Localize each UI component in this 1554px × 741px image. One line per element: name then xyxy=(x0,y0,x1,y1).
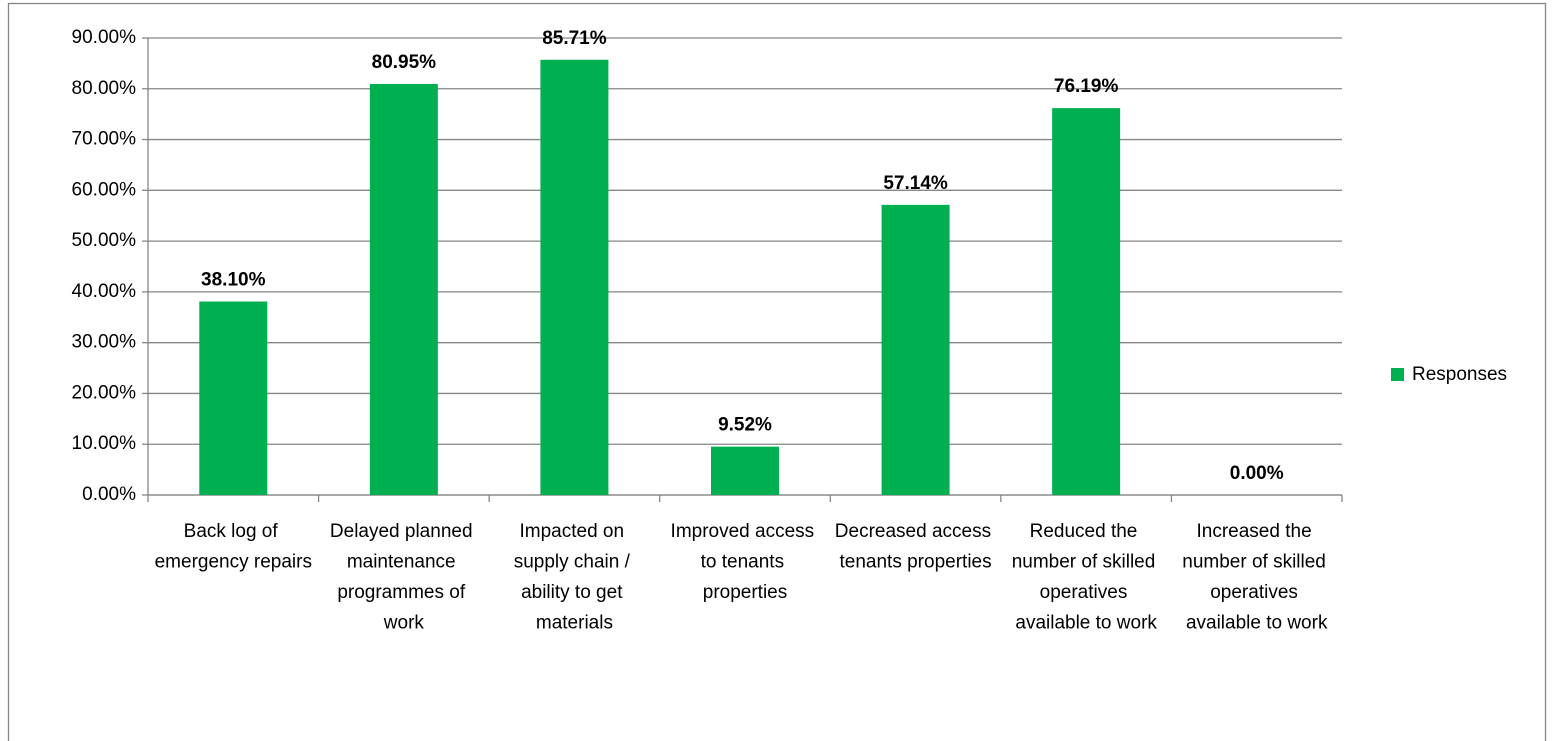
y-tick-label: 50.00% xyxy=(72,230,137,251)
x-tick-label: Increased the number of skilled operativ… xyxy=(1182,521,1331,634)
x-tick-label: Reduced the number of skilled operatives… xyxy=(1012,521,1161,634)
bar xyxy=(711,446,779,495)
x-tick-label: Decreased access tenants properties xyxy=(835,521,997,573)
y-tick-label: 60.00% xyxy=(72,179,137,200)
y-tick-label: 30.00% xyxy=(72,332,137,353)
value-label: 57.14% xyxy=(883,173,948,194)
value-label: 0.00% xyxy=(1230,463,1284,484)
bar xyxy=(540,59,609,496)
value-label: 9.52% xyxy=(718,415,772,436)
value-label: 76.19% xyxy=(1054,76,1119,97)
bar xyxy=(1052,108,1121,495)
legend-label: Responses xyxy=(1412,364,1507,385)
bar xyxy=(369,83,438,495)
y-tick-label: 0.00% xyxy=(82,484,136,505)
x-tick-label: Delayed planned maintenance programmes o… xyxy=(330,521,478,634)
y-tick-label: 80.00% xyxy=(72,78,137,99)
y-tick-label: 20.00% xyxy=(72,382,137,403)
value-label: 85.71% xyxy=(542,28,607,49)
value-label: 80.95% xyxy=(372,52,437,73)
x-tick-label: Impacted on supply chain / ability to ge… xyxy=(514,521,635,634)
y-tick-label: 40.00% xyxy=(72,281,137,302)
value-label: 38.10% xyxy=(201,270,266,291)
y-tick-label: 70.00% xyxy=(72,129,137,150)
x-tick-label: Back log of emergency repairs xyxy=(155,521,312,573)
legend-swatch xyxy=(1391,368,1404,381)
bar xyxy=(199,301,268,495)
x-tick-label: Improved access to tenants properties xyxy=(671,521,820,603)
y-tick-label: 10.00% xyxy=(72,433,137,454)
bar xyxy=(881,204,950,495)
y-tick-label: 90.00% xyxy=(72,27,137,48)
